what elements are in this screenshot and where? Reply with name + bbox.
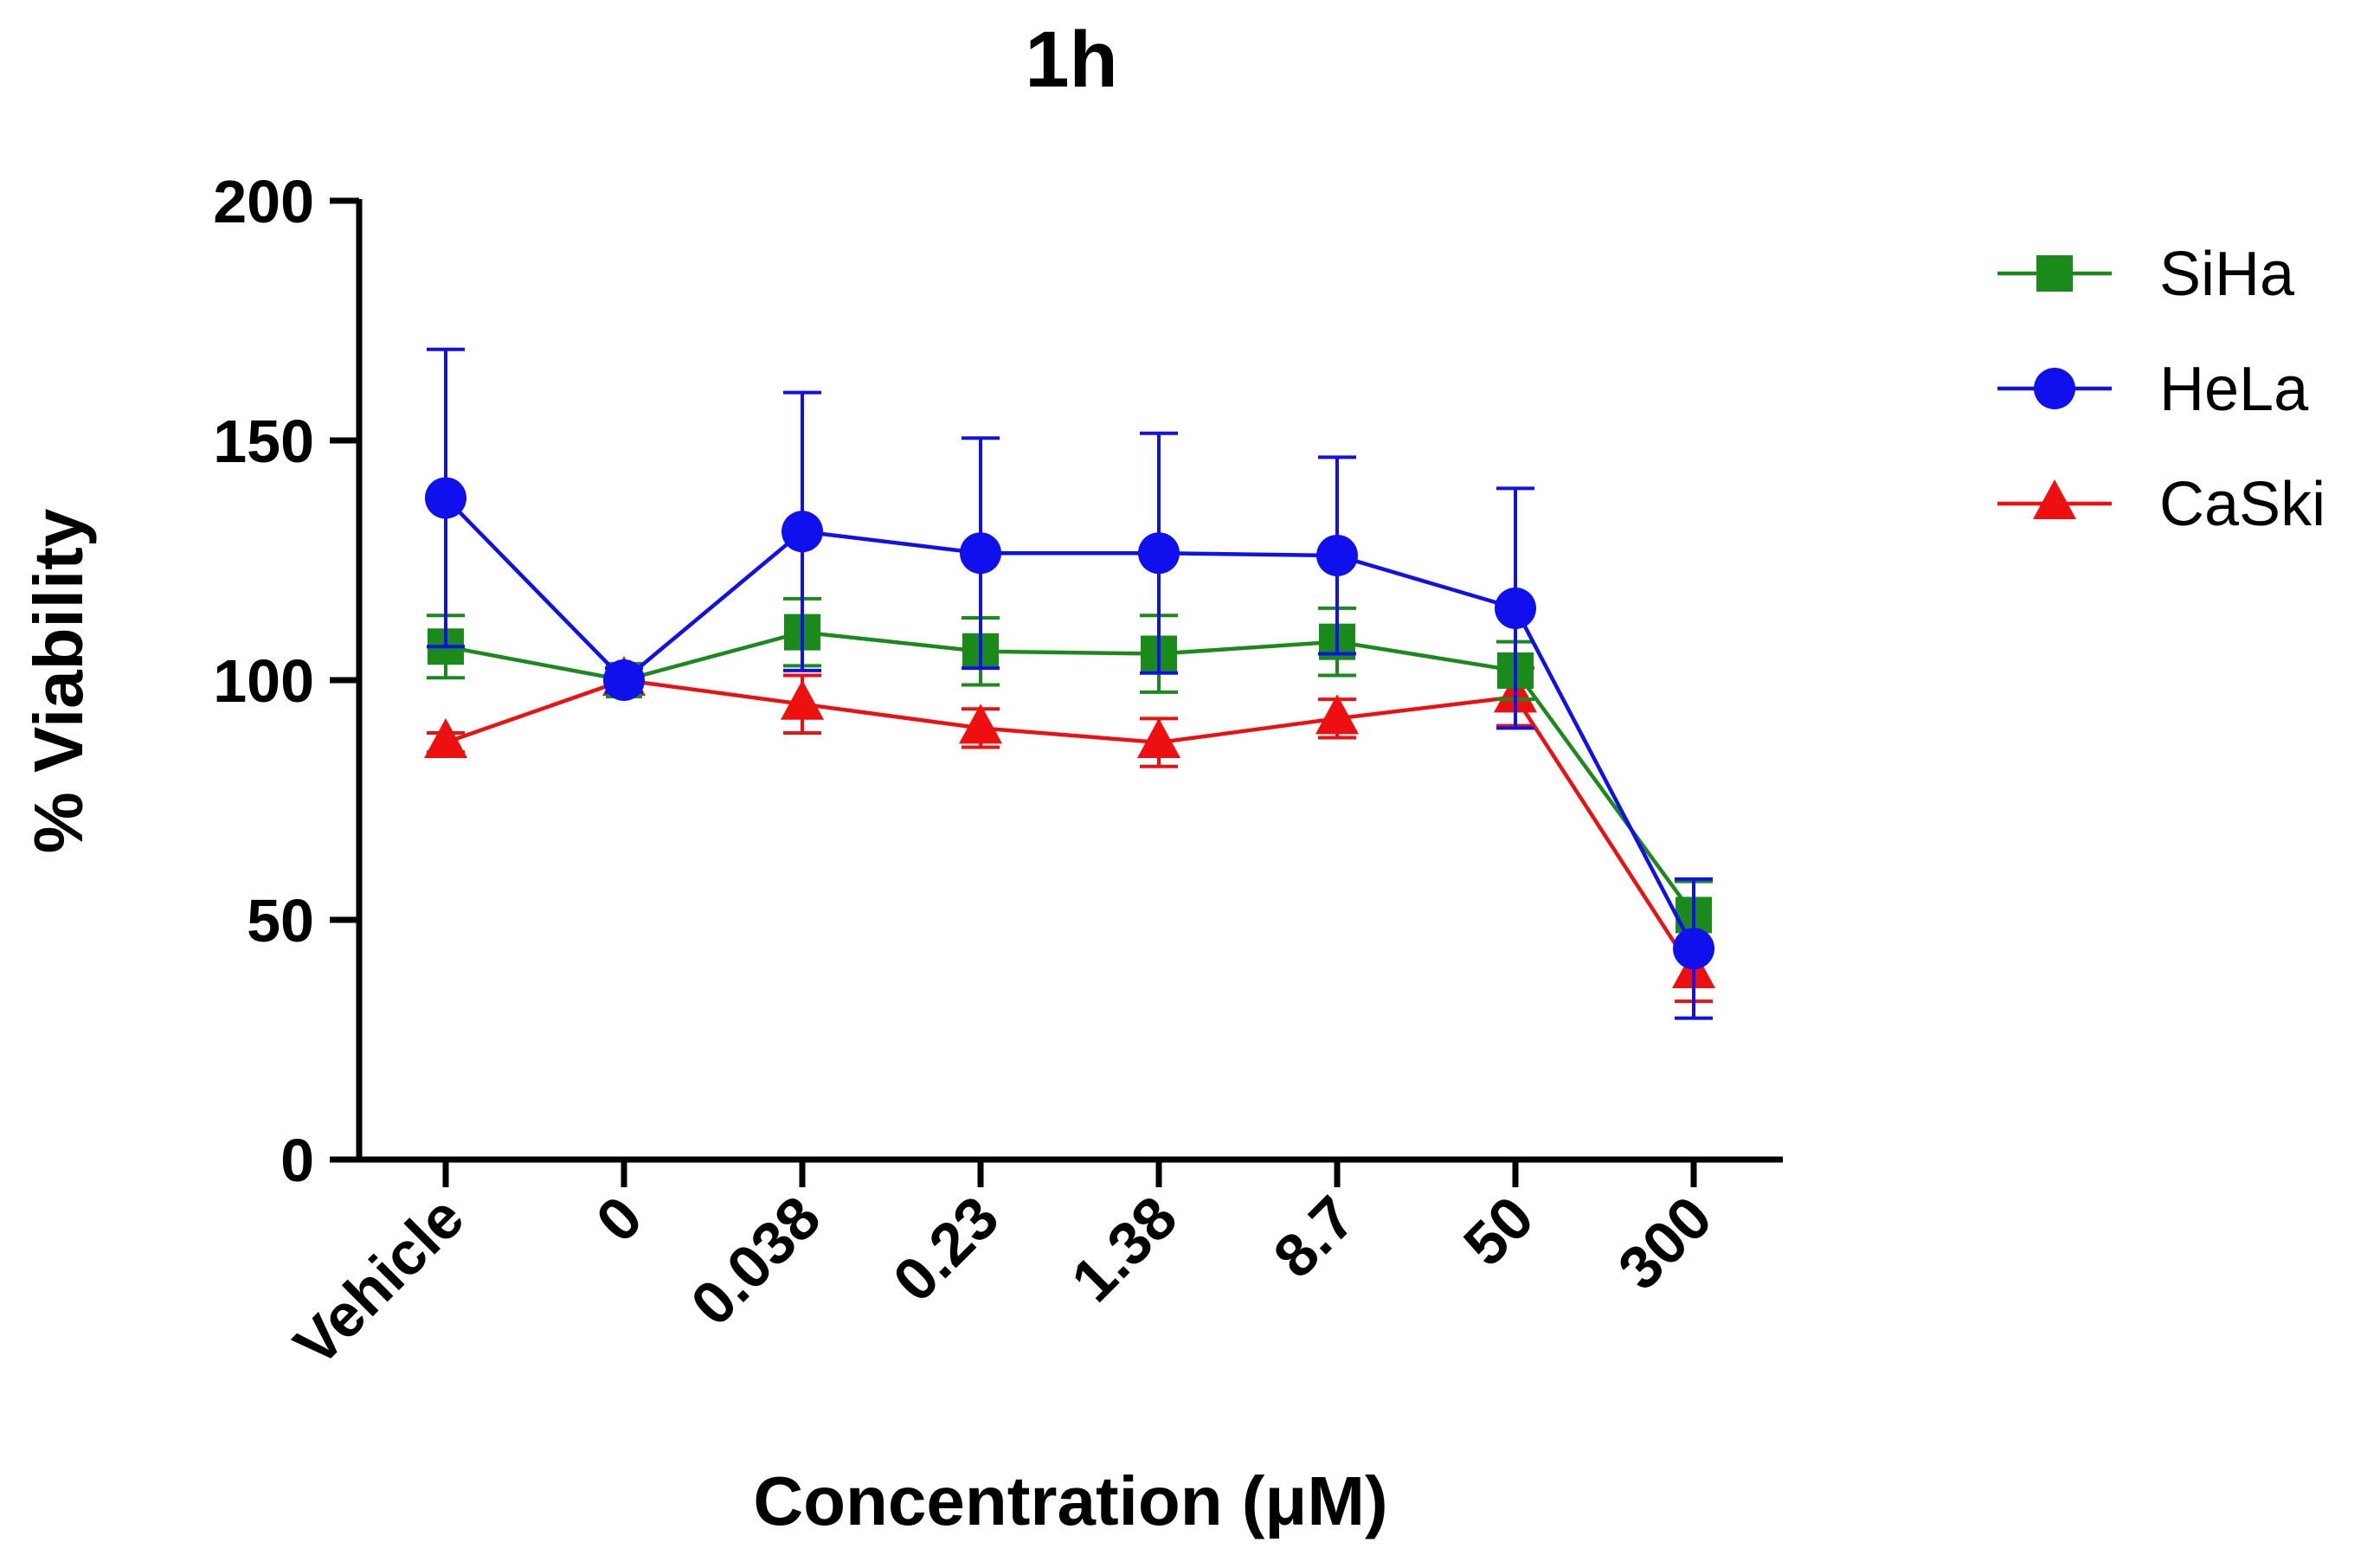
data-point: [1673, 928, 1714, 970]
data-point: [960, 532, 1001, 575]
legend-item-hela: HeLa: [1997, 355, 2309, 424]
legend-item-siha: SiHa: [1997, 240, 2295, 309]
legend-label: SiHa: [2159, 240, 2295, 309]
data-point: [959, 704, 1002, 744]
y-tick-label: 150: [213, 408, 314, 475]
legend-marker: [2034, 368, 2075, 409]
y-axis-title: % Viability: [20, 508, 97, 853]
y-tick-label: 100: [213, 647, 314, 715]
data-point: [1316, 534, 1358, 576]
legend-label: HeLa: [2159, 355, 2309, 424]
x-tick-label: 50: [1451, 1183, 1546, 1278]
legend-item-caski: CaSki: [1997, 470, 2325, 539]
x-tick-label: 0.038: [679, 1183, 833, 1338]
legend-marker: [2033, 479, 2076, 519]
series-siha: [427, 596, 1713, 951]
series-line: [444, 496, 1695, 950]
data-point: [1495, 587, 1536, 629]
x-tick-label: 0.23: [880, 1183, 1011, 1314]
series-line: [445, 630, 1695, 916]
legend-label: CaSki: [2159, 470, 2325, 539]
data-point: [782, 511, 823, 553]
plot-area: [424, 347, 1715, 1020]
x-tick-label: 300: [1605, 1183, 1725, 1302]
data-point: [424, 718, 467, 759]
x-tick-label: Vehicle: [281, 1183, 477, 1378]
x-tick-label: 0: [583, 1183, 655, 1255]
data-point: [1315, 694, 1359, 735]
y-tick-label: 0: [280, 1127, 314, 1194]
x-axis-title: Concentration (μM): [753, 1462, 1387, 1539]
y-tick-label: 50: [247, 887, 314, 954]
x-tick-label: 8.7: [1261, 1183, 1368, 1290]
y-tick-label: 200: [213, 168, 314, 235]
data-point: [781, 679, 824, 720]
x-tick-label: 1.38: [1058, 1183, 1189, 1314]
data-point: [603, 659, 645, 701]
legend: SiHa HeLa CaSki: [1997, 240, 2325, 539]
data-point: [1137, 718, 1180, 759]
data-point: [425, 477, 466, 519]
series-caski: [424, 656, 1715, 1004]
legend-marker: [2036, 255, 2073, 292]
data-point: [1138, 532, 1180, 575]
series-line: [445, 678, 1695, 974]
series-hela: [425, 347, 1714, 1020]
chart-title: 1h: [1025, 16, 1117, 104]
